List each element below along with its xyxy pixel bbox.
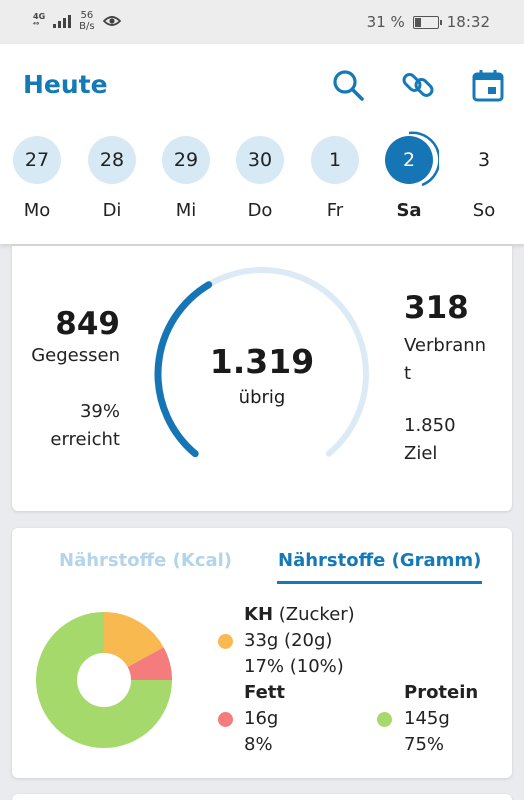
goal-block: 1.850 Ziel [404, 412, 456, 468]
signal-icon [53, 14, 72, 28]
eye-icon [102, 16, 121, 26]
tab-kcal[interactable]: Nährstoffe (Kcal) [59, 550, 233, 571]
day-number: 29 [162, 136, 210, 184]
protein-color-dot [377, 712, 392, 727]
day-number-selected: 2 [385, 131, 439, 187]
carbs-color-dot [218, 634, 233, 649]
carbs-title-row: KH (Zucker) [244, 602, 355, 628]
status-bar: 4G ⁴⁶ 56 B/s 31 % 18:32 [0, 0, 524, 44]
protein-percent: 75% [404, 734, 445, 755]
app-header: Heute 27 Mo 28 Di 29 Mi 30 Do 1 [0, 44, 524, 244]
day-number: 28 [88, 136, 136, 184]
burned-block: 318 Verbrann t [404, 290, 486, 388]
fat-title: Fett [244, 682, 285, 703]
carbs-title: KH [244, 604, 274, 625]
reached-block: 39% erreicht [50, 398, 120, 454]
day-number: 3 [477, 149, 491, 171]
fat-color-dot [218, 712, 233, 727]
day-name: Mo [23, 200, 51, 221]
day-item-selected[interactable]: 2 Sa [379, 131, 439, 221]
day-item[interactable]: 27 Mo [7, 136, 67, 221]
network-speed: 56 B/s [79, 10, 94, 32]
goal-value: 1.850 [404, 415, 456, 436]
battery-icon [412, 15, 442, 29]
calorie-gauge [154, 266, 369, 458]
gauge-progress [154, 281, 213, 458]
protein-grams: 145g [404, 708, 450, 729]
burned-label-cont: t [404, 363, 412, 384]
remaining-label: übrig [238, 387, 286, 408]
reached-label: erreicht [50, 429, 120, 450]
day-progress-ring [408, 131, 439, 187]
network-sub-label: ⁴⁶ [33, 21, 40, 29]
donut-hole [77, 653, 131, 707]
next-card [12, 794, 512, 800]
protein-title: Protein [404, 682, 479, 703]
remaining-block: 1.319 übrig [150, 342, 374, 408]
day-number: 1 [311, 136, 359, 184]
burned-value: 318 [404, 290, 469, 326]
day-item[interactable]: 29 Mi [156, 136, 216, 221]
nutrients-card: Nährstoffe (Kcal) Nährstoffe (Gramm) KH … [12, 528, 512, 778]
tab-gram[interactable]: Nährstoffe (Gramm) [278, 550, 482, 571]
status-right: 31 % 18:32 [367, 13, 490, 31]
goal-label: Ziel [404, 443, 438, 464]
page-title: Heute [23, 70, 108, 99]
clock: 18:32 [446, 13, 490, 31]
calorie-summary-card[interactable]: 849 Gegessen 39% erreicht 1.319 übrig 31… [12, 246, 512, 511]
active-tab-indicator [277, 581, 482, 584]
macro-donut-chart [36, 612, 173, 748]
network-type: 4G ⁴⁶ [33, 12, 46, 30]
day-item[interactable]: 1 Fr [305, 136, 365, 221]
network-label: 4G [33, 12, 46, 21]
search-icon[interactable] [331, 68, 365, 102]
carbs-legend: KH (Zucker) 33g (20g) 17% (10%) [244, 602, 355, 680]
fat-grams: 16g [244, 708, 279, 729]
day-name: Di [102, 200, 122, 221]
battery-percent: 31 % [366, 13, 405, 31]
day-item[interactable]: 3 So [454, 136, 514, 221]
nutrient-tabs: Nährstoffe (Kcal) Nährstoffe (Gramm) [12, 550, 512, 586]
fat-legend: Fett 16g 8% [244, 680, 285, 758]
eaten-value: 849 [55, 306, 120, 342]
day-name: Fr [326, 200, 344, 221]
day-item[interactable]: 28 Di [82, 136, 142, 221]
burned-label: Verbrann [404, 335, 487, 356]
battery-fill [414, 17, 422, 27]
day-name: Mi [175, 200, 197, 221]
protein-legend: Protein 145g 75% [404, 680, 478, 758]
eaten-label: Gegessen [31, 345, 120, 366]
fat-percent: 8% [244, 734, 273, 755]
day-number: 27 [13, 136, 61, 184]
carbs-grams: 33g (20g) [244, 630, 333, 651]
remaining-value: 1.319 [209, 342, 315, 381]
status-left: 4G ⁴⁶ 56 B/s [33, 10, 121, 32]
speed-unit: B/s [79, 21, 95, 32]
day-number-label: 2 [402, 149, 416, 171]
day-name: So [472, 200, 496, 221]
day-name: Sa [396, 200, 422, 221]
day-number: 30 [236, 136, 284, 184]
link-icon[interactable] [401, 68, 435, 102]
day-item[interactable]: 30 Do [230, 136, 290, 221]
speed-value: 56 [80, 10, 94, 21]
calendar-icon[interactable] [471, 68, 505, 102]
day-name: Do [247, 200, 273, 221]
eaten-block: 849 Gegessen [31, 306, 120, 370]
carbs-percent: 17% (10%) [244, 656, 344, 677]
reached-percent: 39% [79, 401, 120, 422]
carbs-title-extra: (Zucker) [278, 604, 355, 625]
